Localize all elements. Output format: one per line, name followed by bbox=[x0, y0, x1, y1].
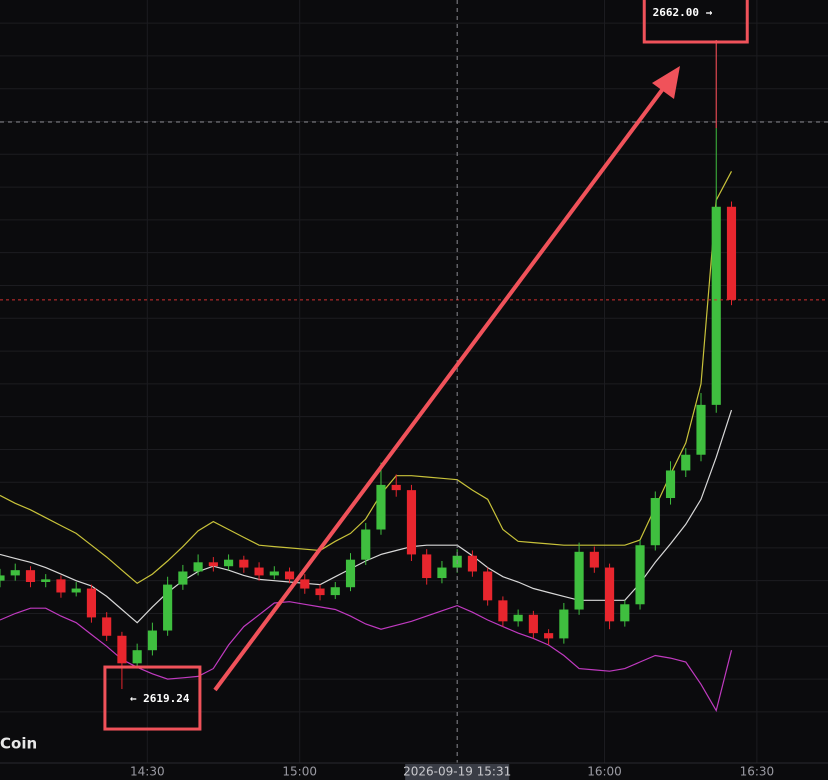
candle-body bbox=[41, 579, 51, 582]
candle-body bbox=[498, 600, 508, 622]
candle-body bbox=[102, 617, 112, 636]
candle-body bbox=[406, 490, 417, 555]
candle-body bbox=[376, 484, 386, 530]
candle-body bbox=[86, 588, 97, 618]
crosshair-label: 2026-09-19 15:31 bbox=[403, 765, 511, 779]
x-axis: 14:30 15:00 16:00 16:30 2026-09-19 15:31 bbox=[130, 764, 774, 780]
candle-body bbox=[178, 571, 188, 585]
watermark: Coin bbox=[0, 735, 37, 753]
candle-body bbox=[391, 484, 401, 491]
candle-body bbox=[208, 562, 218, 567]
candle-body bbox=[25, 570, 36, 582]
candle-body bbox=[117, 635, 127, 664]
candle-body bbox=[422, 554, 432, 579]
max-marker-box bbox=[642, 0, 749, 44]
candle-body bbox=[604, 567, 615, 622]
candle-body bbox=[437, 567, 447, 579]
band-line bbox=[0, 171, 733, 585]
candle-body bbox=[10, 570, 20, 576]
candle-body bbox=[528, 614, 538, 634]
crosshair-label-bg bbox=[405, 764, 510, 780]
x-tick-label: 15:00 bbox=[282, 765, 317, 779]
candle-body bbox=[635, 545, 645, 605]
candle-body bbox=[147, 630, 157, 651]
candle-body bbox=[665, 470, 676, 499]
annotation-arrow-head bbox=[652, 66, 680, 99]
candle-body bbox=[56, 579, 66, 593]
candle-body bbox=[224, 559, 234, 567]
candle-body bbox=[163, 584, 173, 631]
candle-body bbox=[696, 404, 706, 455]
candle-body bbox=[574, 551, 584, 610]
candle-body bbox=[254, 567, 264, 576]
candle-body bbox=[620, 604, 630, 622]
candle-body bbox=[330, 587, 340, 596]
candle-body bbox=[711, 206, 721, 405]
candle-body bbox=[239, 559, 249, 568]
candle-body bbox=[71, 588, 81, 593]
candle-body bbox=[300, 579, 310, 589]
candle-body bbox=[681, 454, 691, 471]
candle-body bbox=[345, 559, 356, 588]
candle-body bbox=[650, 498, 660, 546]
candle-body bbox=[513, 614, 523, 622]
candle-body bbox=[467, 555, 477, 572]
candle-body bbox=[0, 575, 5, 581]
candle-body bbox=[132, 650, 142, 664]
candles bbox=[0, 128, 737, 690]
candle-body bbox=[544, 633, 554, 639]
x-tick-label: 14:30 bbox=[130, 765, 165, 779]
candle-body bbox=[483, 571, 493, 601]
candle-body bbox=[589, 551, 599, 568]
candle-body bbox=[269, 571, 279, 576]
candle-body bbox=[315, 588, 325, 596]
candle-body bbox=[726, 206, 737, 300]
annotation-arrow-shaft bbox=[213, 80, 670, 692]
max-marker-label: 2662.00 → bbox=[653, 6, 713, 19]
min-marker-label: ← 2619.24 bbox=[130, 692, 190, 705]
x-tick-label: 16:30 bbox=[740, 765, 775, 779]
min-marker-box bbox=[103, 665, 202, 731]
candle-body bbox=[284, 571, 295, 580]
candle-body bbox=[361, 529, 371, 560]
candle-body bbox=[559, 609, 569, 639]
x-tick-label: 16:00 bbox=[587, 765, 622, 779]
candle-body bbox=[193, 562, 203, 572]
